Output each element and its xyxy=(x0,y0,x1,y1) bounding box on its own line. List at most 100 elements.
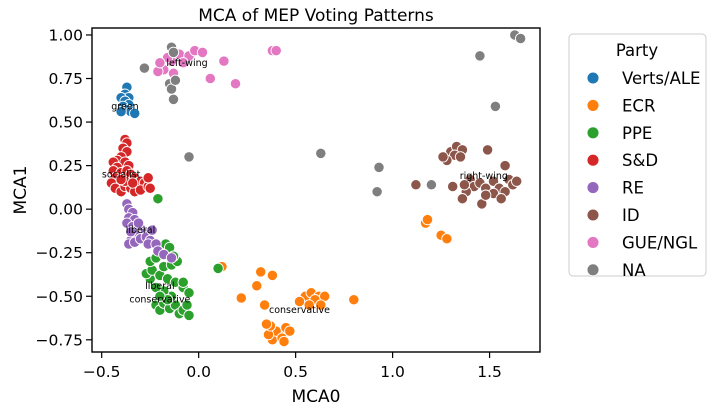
point-id xyxy=(480,189,492,201)
legend-marker-ppe xyxy=(586,126,600,140)
plot-frame xyxy=(91,27,541,353)
annotation-right-wing: right-wing xyxy=(460,171,508,182)
point-ecr xyxy=(266,269,279,282)
point-s-d xyxy=(127,177,139,189)
x-axis: −0.5 0.0 0.5 1.0 1.5 xyxy=(83,352,502,381)
x-axis-label: MCA0 xyxy=(292,387,341,407)
point-ecr xyxy=(235,292,247,304)
point-ppe xyxy=(183,309,195,322)
point-na xyxy=(167,46,180,59)
y-tick-label: 0.00 xyxy=(48,201,83,219)
y-tick-label: −0.25 xyxy=(36,244,84,262)
legend-label-ppe: PPE xyxy=(622,124,652,143)
legend-marker-verts-ale xyxy=(586,71,600,85)
annotation-left-wing: left-wing xyxy=(166,58,207,69)
legend-label-s-d: S&D xyxy=(622,151,658,170)
point-re xyxy=(146,224,158,236)
point-na xyxy=(169,74,182,86)
y-tick-label: −0.75 xyxy=(36,331,84,349)
point-id xyxy=(447,180,459,193)
point-s-d xyxy=(142,172,154,184)
x-tick-label: 1.0 xyxy=(380,363,405,381)
point-gue-ngl xyxy=(270,44,282,57)
y-tick-label: 0.25 xyxy=(48,157,83,175)
annotation-socialist: socialist xyxy=(102,169,141,180)
point-ecr xyxy=(284,325,296,337)
point-id xyxy=(511,175,523,187)
legend-label-gue-ngl: GUE/NGL xyxy=(622,233,698,252)
point-ecr xyxy=(251,280,263,292)
y-axis-label: MCA1 xyxy=(11,166,31,215)
point-na xyxy=(425,179,438,191)
y-tick-label: 0.75 xyxy=(48,70,83,88)
point-gue-ngl xyxy=(196,46,209,59)
point-ecr xyxy=(293,295,306,308)
y-tick-label: −0.50 xyxy=(36,288,84,306)
point-na xyxy=(138,62,151,74)
legend-marker-na xyxy=(586,263,600,277)
point-na xyxy=(371,186,383,198)
y-axis: −0.75 −0.50 −0.25 0.00 0.25 0.50 0.75 1.00 xyxy=(36,26,92,349)
point-ecr xyxy=(421,213,434,226)
point-verts-ale xyxy=(115,105,127,118)
point-ecr xyxy=(303,299,315,311)
annotation-liberal: liberal xyxy=(145,281,175,292)
point-na xyxy=(315,147,327,160)
legend-marker-ecr xyxy=(586,98,600,112)
plot-points-layer xyxy=(105,29,527,348)
point-s-d xyxy=(115,173,127,186)
point-id xyxy=(499,159,511,172)
point-ppe xyxy=(183,287,195,299)
annotation-conservative: conservative xyxy=(269,305,330,316)
legend-title: Party xyxy=(616,41,659,60)
point-ecr xyxy=(260,318,273,330)
point-ecr xyxy=(441,233,453,245)
annotation-green: green xyxy=(111,101,138,112)
point-id xyxy=(495,193,507,205)
point-re xyxy=(165,252,178,264)
point-gue-ngl xyxy=(177,57,189,69)
legend-marker-re xyxy=(586,181,600,195)
point-ppe xyxy=(212,262,224,275)
point-ecr xyxy=(278,335,290,348)
point-na xyxy=(167,93,180,106)
x-tick-label: 1.5 xyxy=(477,363,502,381)
point-gue-ngl xyxy=(204,72,216,85)
chart-title: MCA of MEP Voting Patterns xyxy=(198,6,434,26)
point-ecr xyxy=(258,299,271,311)
annotation-conservative: conservative xyxy=(129,295,190,306)
legend-marker-s-d xyxy=(586,153,600,167)
point-gue-ngl xyxy=(229,78,242,90)
point-id xyxy=(437,151,449,163)
legend-box xyxy=(568,33,707,277)
point-ppe xyxy=(154,290,166,302)
legend-marker-id xyxy=(586,208,600,222)
x-tick-label: 0.0 xyxy=(186,363,211,381)
legend: Party Verts/ALE ECR PPE S&D RE ID GUE/NGL NA xyxy=(568,33,707,280)
legend-label-re: RE xyxy=(622,179,644,198)
point-gue-ngl xyxy=(218,55,230,67)
y-tick-label: 0.50 xyxy=(48,114,83,132)
point-id xyxy=(454,151,467,163)
x-tick-label: 0.5 xyxy=(283,363,308,381)
point-na xyxy=(514,32,527,45)
legend-marker-gue-ngl xyxy=(586,235,600,249)
point-id xyxy=(481,144,494,156)
point-id xyxy=(458,179,471,191)
legend-label-id: ID xyxy=(622,206,640,225)
point-na xyxy=(183,151,195,163)
point-ppe xyxy=(177,276,189,288)
point-ecr xyxy=(348,294,360,306)
annotations-layer: green left-wing socialist right-wing liberal… xyxy=(102,58,508,316)
point-id xyxy=(410,179,422,191)
y-tick-label: 1.00 xyxy=(48,26,83,44)
point-na xyxy=(474,50,486,62)
legend-label-na: NA xyxy=(622,261,646,280)
point-ecr xyxy=(315,299,327,311)
legend-label-ecr: ECR xyxy=(622,96,655,115)
point-gue-ngl xyxy=(154,57,166,69)
point-ecr xyxy=(255,266,267,278)
point-id xyxy=(456,193,469,205)
point-na xyxy=(489,100,502,113)
